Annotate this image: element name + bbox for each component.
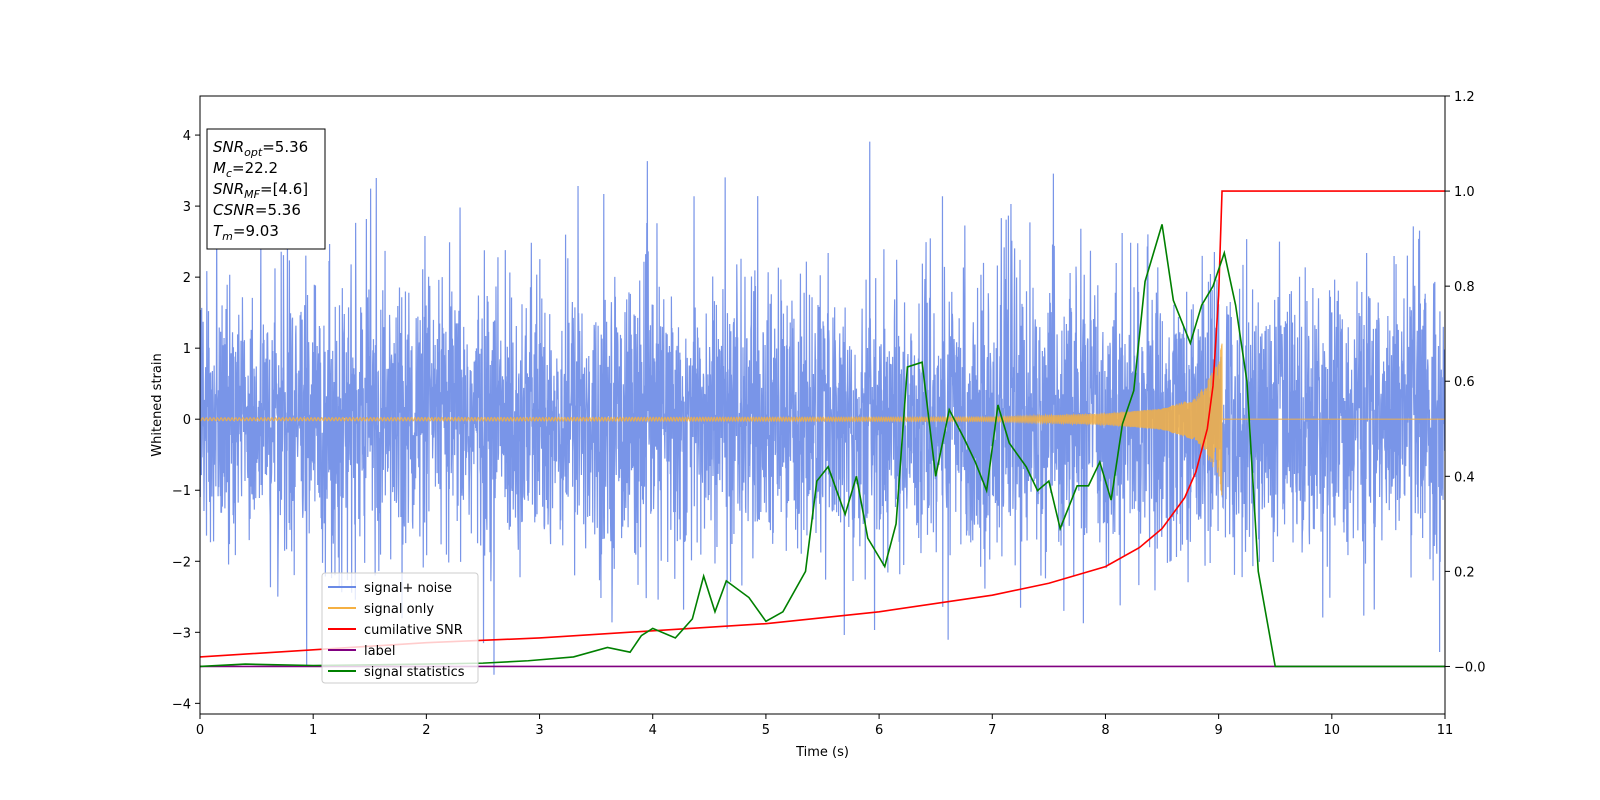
x-tick-label: 6 bbox=[875, 723, 883, 738]
x-tick-label: 3 bbox=[535, 723, 543, 738]
annotation-line: Mc=22.2 bbox=[213, 159, 278, 180]
y2-tick-label: 0.4 bbox=[1454, 470, 1475, 485]
x-axis-label: Time (s) bbox=[795, 745, 849, 760]
y-axis-label: Whitened strain bbox=[150, 353, 165, 456]
x-tick-label: 5 bbox=[762, 723, 770, 738]
signal-statistics-series-line bbox=[200, 224, 1445, 668]
annotation-line: Tm=9.03 bbox=[213, 222, 279, 243]
x-tick-label: 7 bbox=[988, 723, 996, 738]
x-tick-label: 9 bbox=[1214, 723, 1222, 738]
annotation-line: CSNR=5.36 bbox=[213, 201, 301, 219]
legend-label: signal only bbox=[364, 602, 434, 617]
y2-tick-label: 0.2 bbox=[1454, 565, 1475, 580]
x-tick-label: 4 bbox=[649, 723, 657, 738]
y-tick-label: 0 bbox=[183, 413, 191, 428]
legend-label: label bbox=[364, 644, 395, 659]
legend-item-signal-statistics: signal statistics bbox=[328, 665, 465, 680]
y2-tick-label: 1.2 bbox=[1454, 90, 1475, 105]
y-tick-label: −4 bbox=[172, 697, 191, 712]
legend-item-label: label bbox=[328, 644, 395, 659]
y-tick-label: 1 bbox=[183, 342, 191, 357]
annotation-line: SNRMF=[4.6] bbox=[213, 180, 308, 201]
x-tick-label: 11 bbox=[1437, 723, 1454, 738]
y2-tick-label: 1.0 bbox=[1454, 185, 1475, 200]
noise-series-line bbox=[200, 141, 1445, 675]
x-tick-label: 8 bbox=[1101, 723, 1109, 738]
y-tick-label: 3 bbox=[183, 200, 191, 215]
annotation-line: SNRopt=5.36 bbox=[213, 138, 308, 159]
legend-item-signal-noise: signal+ noise bbox=[328, 581, 452, 596]
signal-only-series-line bbox=[200, 343, 1445, 496]
y2-tick-label: 0.8 bbox=[1454, 280, 1475, 295]
legend-frame bbox=[321, 572, 479, 684]
y-tick-label: −1 bbox=[172, 484, 191, 499]
x-tick-label: 0 bbox=[196, 723, 204, 738]
legend-label: signal statistics bbox=[364, 665, 465, 680]
legend: signal+ noise signal only cumilative SNR la… bbox=[321, 572, 479, 684]
y2-tick-label: −0.0 bbox=[1454, 660, 1486, 675]
y-tick-label: −2 bbox=[172, 555, 191, 570]
x-tick-label: 2 bbox=[422, 723, 430, 738]
x-tick-label: 10 bbox=[1324, 723, 1341, 738]
y-tick-label: −3 bbox=[172, 626, 191, 641]
plot-frame bbox=[199, 95, 1446, 715]
x-tick-label: 1 bbox=[309, 723, 317, 738]
legend-item-signal-only: signal only bbox=[328, 602, 434, 617]
legend-label: cumilative SNR bbox=[364, 623, 463, 638]
legend-label: signal+ noise bbox=[364, 581, 452, 596]
legend-item-cumulative-snr: cumilative SNR bbox=[328, 623, 463, 638]
y2-tick-label: 0.6 bbox=[1454, 375, 1475, 390]
axes: 0 1 2 3 4 5 6 7 8 9 10 11 −4 −3 −2 −1 0 1 2 3 4 −0.0 0.2 0.4 0.6… bbox=[172, 90, 1486, 738]
cumulative-snr-series-line bbox=[200, 190, 1445, 658]
y-tick-label: 4 bbox=[183, 129, 191, 144]
y-tick-label: 2 bbox=[183, 271, 191, 286]
annotation-frame bbox=[206, 128, 326, 250]
